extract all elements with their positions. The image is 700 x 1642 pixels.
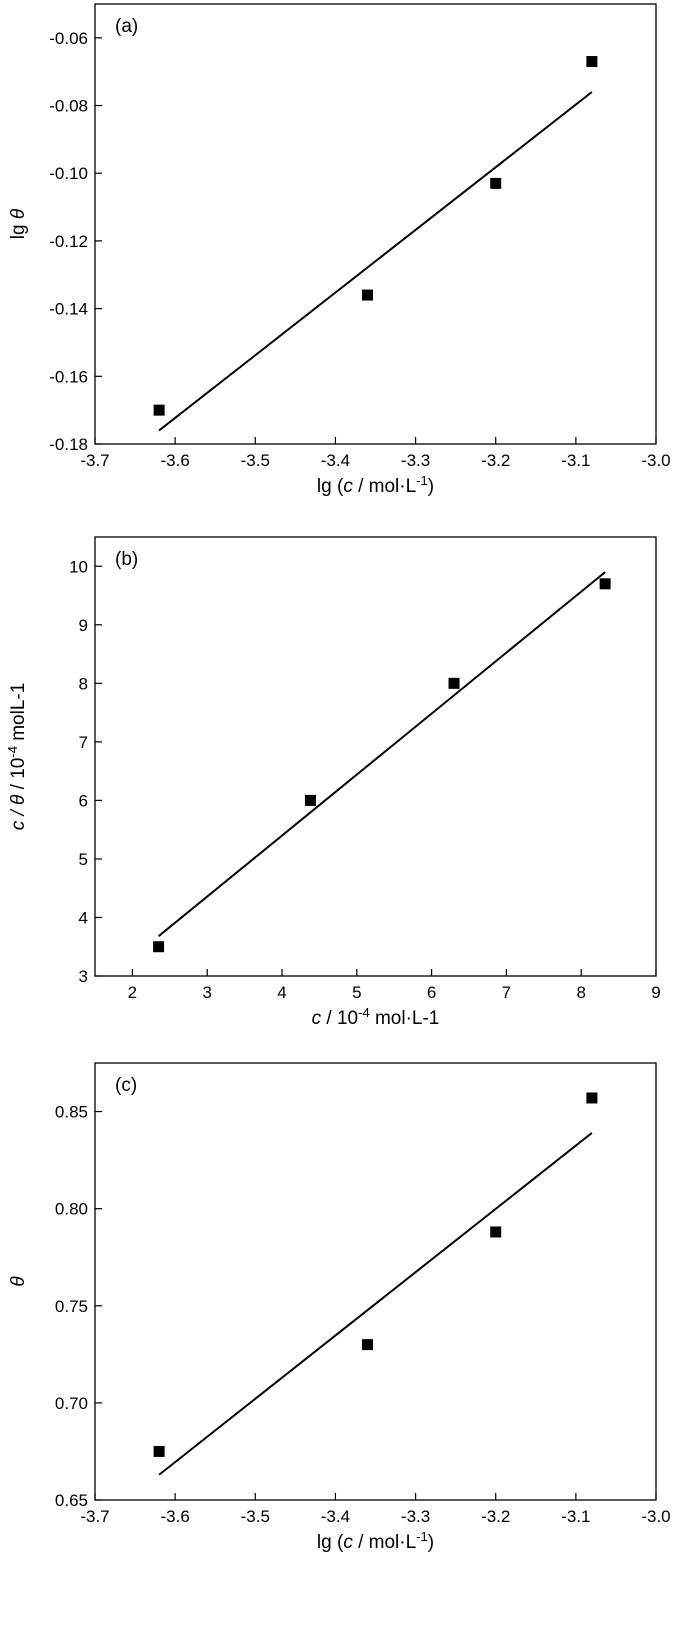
x-tick-label: -3.2 (481, 451, 510, 470)
x-tick-label: -3.3 (401, 1507, 430, 1526)
x-tick-label: -3.3 (401, 451, 430, 470)
data-point (304, 794, 316, 806)
x-tick-label: -3.0 (641, 451, 670, 470)
linear-fit-line (157, 571, 606, 937)
x-tick-label: -3.1 (561, 1507, 590, 1526)
y-tick-label: -0.12 (49, 232, 88, 251)
y-tick-label: -0.08 (49, 97, 88, 116)
linear-fit-line (158, 1132, 593, 1476)
panel-label: (c) (115, 1075, 137, 1096)
data-point (448, 677, 460, 689)
y-tick-label: 0.85 (55, 1103, 88, 1122)
data-point (153, 404, 165, 416)
chart-panel-1: -3.7 -3.6 -3.5 -3.4 -3.3 -3.2 -3.1 -3.0 -0.18 -0.… (8, 3, 671, 498)
y-tick-label: 3 (79, 967, 88, 986)
linear-fit-line (158, 91, 593, 432)
x-tick-label: -3.6 (160, 1507, 189, 1526)
y-tick-label: 8 (79, 674, 88, 693)
x-tick-label: 4 (277, 983, 286, 1002)
y-tick-label: -0.18 (49, 435, 88, 454)
x-tick-label: 3 (202, 983, 211, 1002)
x-tick-label: 5 (352, 983, 361, 1002)
x-tick-label: 6 (427, 983, 436, 1002)
x-tick-label: -3.7 (80, 451, 109, 470)
x-tick-label: -3.0 (641, 1507, 670, 1526)
x-tick-label: -3.2 (481, 1507, 510, 1526)
data-point (153, 1445, 165, 1457)
x-tick-label: -3.7 (80, 1507, 109, 1526)
y-axis-label: lg θ (8, 208, 29, 239)
plot-frame (94, 536, 657, 977)
y-tick-label: 0.65 (55, 1491, 88, 1510)
plot-frame (94, 1062, 657, 1501)
chart-panel-2: 2 3 4 5 6 7 8 9 3 4 5 6 7 8 9 10 c / 10-4 mol·L-1 c / θ /… (5, 536, 661, 1030)
data-point (586, 56, 598, 68)
plot-frame (94, 3, 657, 445)
x-tick-label: -3.5 (241, 451, 270, 470)
y-axis-label: θ (8, 1276, 29, 1287)
x-tick-label: -3.4 (321, 451, 350, 470)
y-tick-label: 9 (79, 616, 88, 635)
data-point (490, 177, 502, 189)
data-point (361, 1339, 373, 1351)
panel-label: (b) (115, 549, 138, 570)
x-tick-label: -3.5 (241, 1507, 270, 1526)
y-tick-label: 7 (79, 733, 88, 752)
x-tick-label: 2 (128, 983, 137, 1002)
chart-panel-3: -3.7 -3.6 -3.5 -3.4 -3.3 -3.2 -3.1 -3.0 0.65 0.70… (8, 1062, 671, 1554)
data-point (586, 1092, 598, 1104)
data-point (599, 578, 611, 590)
y-tick-label: 0.75 (55, 1297, 88, 1316)
y-tick-label: 0.80 (55, 1200, 88, 1219)
x-axis-label: c / 10-4 mol·L-1 (312, 1005, 440, 1030)
y-tick-label: 4 (79, 908, 88, 927)
y-tick-label: 10 (69, 557, 88, 576)
panel-label: (a) (115, 16, 138, 37)
y-tick-label: -0.16 (49, 367, 88, 386)
x-tick-label: 9 (651, 983, 660, 1002)
y-tick-label: 6 (79, 791, 88, 810)
y-tick-label: 0.70 (55, 1394, 88, 1413)
y-tick-label: -0.06 (49, 29, 88, 48)
x-tick-label: 7 (502, 983, 511, 1002)
x-tick-label: -3.6 (160, 451, 189, 470)
x-tick-label: -3.4 (321, 1507, 350, 1526)
x-tick-label: -3.1 (561, 451, 590, 470)
y-axis-label: c / θ / 10-4 molL-1 (5, 683, 30, 831)
data-point (361, 289, 373, 301)
y-tick-label: 5 (79, 850, 88, 869)
data-point (490, 1226, 502, 1238)
data-point (153, 941, 165, 953)
y-tick-label: -0.10 (49, 164, 88, 183)
x-axis-label: lg (c / mol·L-1) (317, 473, 434, 498)
x-tick-label: 8 (576, 983, 585, 1002)
y-tick-label: -0.14 (49, 300, 88, 319)
x-axis-label: lg (c / mol·L-1) (317, 1529, 434, 1554)
